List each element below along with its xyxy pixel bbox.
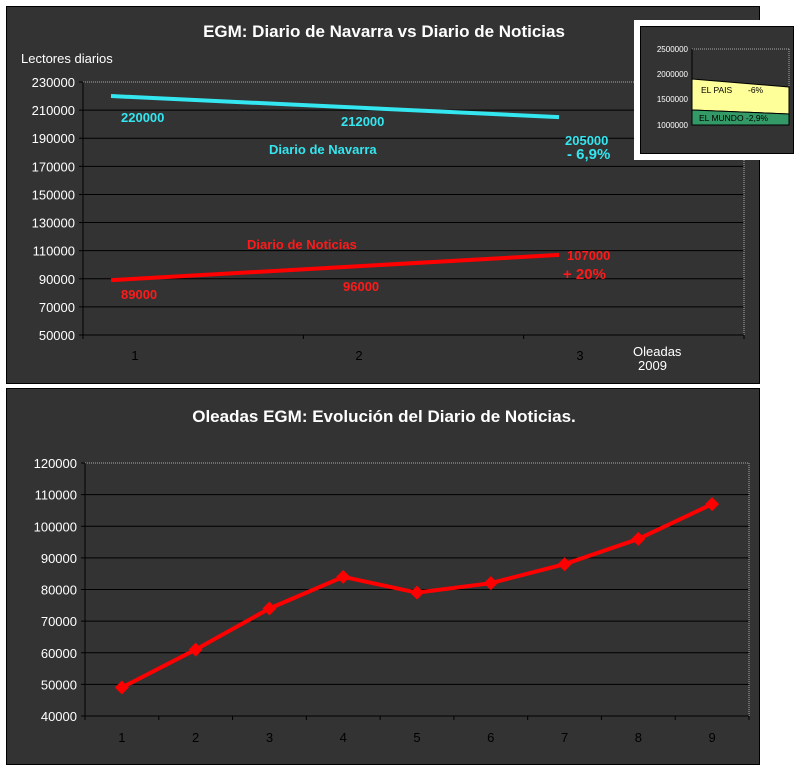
noticias-change: + 20%: [563, 266, 606, 283]
y-tick-label: 210000: [32, 103, 75, 118]
top-gridlines: [83, 81, 745, 335]
y-tick-label: 50000: [39, 328, 75, 343]
el-pais-change: -6%: [748, 85, 764, 95]
x-tick-label: 1: [118, 730, 125, 745]
diamond-marker: [483, 576, 498, 591]
top-y-axis: 230000 210000 190000 170000 150000 130000 1100…: [32, 75, 84, 343]
top-chart-plot: EGM: Diario de Navarra vs Diario de Noti…: [21, 22, 745, 373]
y-tick-label: 90000: [39, 272, 75, 287]
y-tick-label: 150000: [32, 187, 75, 202]
bottom-chart-title: Oleadas EGM: Evolución del Diario de Not…: [192, 407, 576, 426]
x-tick-label: 6: [487, 730, 494, 745]
diamond-marker: [336, 569, 351, 584]
el-mundo-label: EL MUNDO -2,9%: [699, 113, 769, 123]
top-chart-title: EGM: Diario de Navarra vs Diario de Noti…: [203, 22, 565, 41]
diamond-marker: [114, 680, 129, 695]
y-tick-label: 190000: [32, 131, 75, 146]
inset-ytick-3: 1000000: [657, 121, 689, 130]
series-line: [110, 252, 560, 283]
noticias-value-1: 89000: [121, 287, 157, 302]
x-tick-label: 8: [635, 730, 642, 745]
diamond-marker: [188, 642, 203, 657]
y-axis-label: Lectores diarios: [21, 51, 113, 66]
y-tick-label: 70000: [41, 614, 77, 629]
y-tick-label: 100000: [34, 519, 77, 534]
x-tick-label: 7: [561, 730, 568, 745]
navarra-value-2: 212000: [341, 114, 384, 129]
y-tick-label: 130000: [32, 216, 75, 231]
x-tick-label: 1: [131, 348, 138, 363]
navarra-value-3: 205000: [565, 133, 608, 148]
y-tick-label: 60000: [41, 646, 77, 661]
noticias-value-2: 96000: [343, 279, 379, 294]
bottom-x-axis: 1 2 3 4 5 6 7 8 9: [84, 715, 750, 745]
x-tick-label: 2: [355, 348, 362, 363]
bottom-y-axis: 120000 110000 100000 90000 80000 70000 60000 50…: [34, 456, 86, 724]
y-tick-label: 90000: [41, 551, 77, 566]
diamond-marker: [557, 557, 572, 572]
diamond-marker: [410, 585, 424, 600]
y-tick-label: 110000: [33, 244, 75, 259]
diamond-marker: [705, 497, 720, 512]
inset-ytick-0: 2500000: [657, 45, 689, 54]
navarra-value-1: 220000: [121, 110, 164, 125]
noticias-series-label: Diario de Noticias: [247, 237, 357, 252]
diamond-marker: [631, 531, 646, 546]
y-tick-label: 230000: [32, 75, 75, 90]
top-x-axis: 1 2 3: [82, 334, 745, 363]
x-tick-label: 5: [413, 730, 420, 745]
y-tick-label: 40000: [41, 709, 77, 724]
noticias-evolution-chart: Oleadas EGM: Evolución del Diario de Not…: [6, 388, 760, 765]
bottom-chart-plot: Oleadas EGM: Evolución del Diario de Not…: [34, 407, 750, 745]
x-tick-label: 9: [708, 730, 715, 745]
y-tick-label: 50000: [41, 677, 77, 692]
navarra-change: - 6,9%: [567, 146, 610, 163]
inset-ytick-2: 1500000: [657, 95, 689, 104]
y-tick-label: 120000: [34, 456, 77, 471]
inset-plot: 2500000 2000000 1500000 1000000 EL PAIS …: [657, 45, 790, 130]
national-papers-inset-chart: 2500000 2000000 1500000 1000000 EL PAIS …: [634, 20, 802, 160]
navarra-series-label: Diario de Navarra: [269, 142, 377, 157]
diamond-marker: [262, 601, 277, 616]
x-tick-label: 3: [266, 730, 273, 745]
x-tick-label: 4: [340, 730, 347, 745]
noticias-value-3: 107000: [567, 248, 610, 263]
x-tick-label: 2: [192, 730, 199, 745]
x-tick-label: 3: [576, 348, 583, 363]
y-tick-label: 80000: [41, 583, 77, 598]
el-pais-label: EL PAIS: [701, 85, 733, 95]
inset-ytick-1: 2000000: [657, 70, 689, 79]
series-line: [110, 94, 560, 120]
bottom-series-line: [114, 497, 720, 695]
x-axis-label-year: 2009: [638, 358, 667, 373]
y-tick-label: 110000: [35, 488, 77, 503]
y-tick-label: 170000: [32, 159, 75, 174]
top-series-lines: [110, 94, 560, 283]
x-axis-label-oleadas: Oleadas: [633, 344, 682, 359]
y-tick-label: 70000: [39, 300, 75, 315]
